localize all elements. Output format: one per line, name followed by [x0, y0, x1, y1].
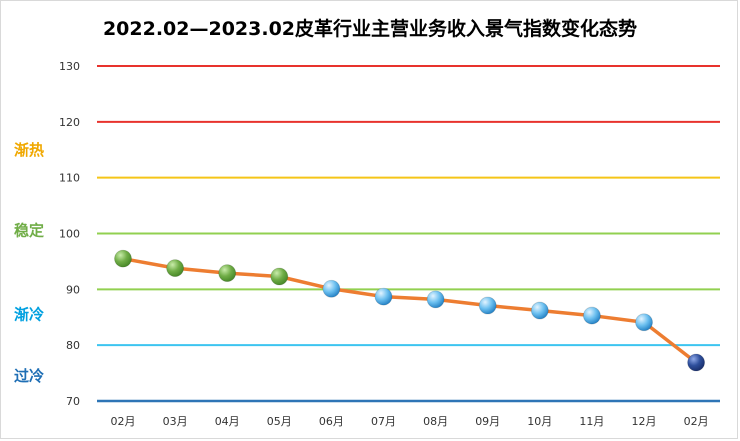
data-point — [687, 353, 705, 372]
data-point — [114, 249, 132, 268]
data-point — [374, 287, 393, 306]
data-point — [218, 264, 237, 283]
chart-title: 2022.02—2023.02皮革行业主营业务收入景气指数变化态势 — [102, 18, 638, 40]
x-tick-label: 06月 — [319, 415, 344, 428]
x-tick-label: 10月 — [527, 415, 552, 428]
x-tick-label: 12月 — [632, 415, 657, 428]
x-tick-label: 03月 — [163, 415, 188, 428]
x-tick-label: 02月 — [111, 415, 136, 428]
data-point — [322, 279, 341, 298]
data-point — [478, 296, 497, 315]
y-tick-label: 100 — [59, 228, 80, 241]
y-tick-label: 120 — [59, 116, 80, 129]
y-tick-label: 70 — [66, 395, 80, 408]
x-tick-label: 08月 — [423, 415, 448, 428]
zone-label: 过冷 — [14, 367, 44, 385]
series-line — [121, 256, 698, 365]
x-tick-label: 05月 — [267, 415, 292, 428]
zone-label: 渐热 — [14, 141, 44, 159]
zone-label: 渐冷 — [14, 305, 44, 323]
x-tick-label: 04月 — [215, 415, 240, 428]
x-tick-label: 11月 — [579, 415, 604, 428]
zone-label: 稳定 — [14, 222, 44, 240]
y-tick-label: 130 — [59, 60, 80, 73]
data-point — [166, 259, 185, 278]
y-tick-label: 80 — [66, 339, 80, 352]
data-point — [426, 290, 445, 309]
x-tick-label: 07月 — [371, 415, 396, 428]
x-tick-label: 02月 — [684, 415, 709, 428]
x-tick-label: 09月 — [475, 415, 500, 428]
data-point — [270, 267, 289, 286]
data-point — [530, 301, 549, 320]
data-point — [635, 313, 653, 332]
y-tick-label: 90 — [66, 283, 80, 296]
y-tick-label: 110 — [59, 172, 80, 185]
data-point — [583, 306, 601, 325]
